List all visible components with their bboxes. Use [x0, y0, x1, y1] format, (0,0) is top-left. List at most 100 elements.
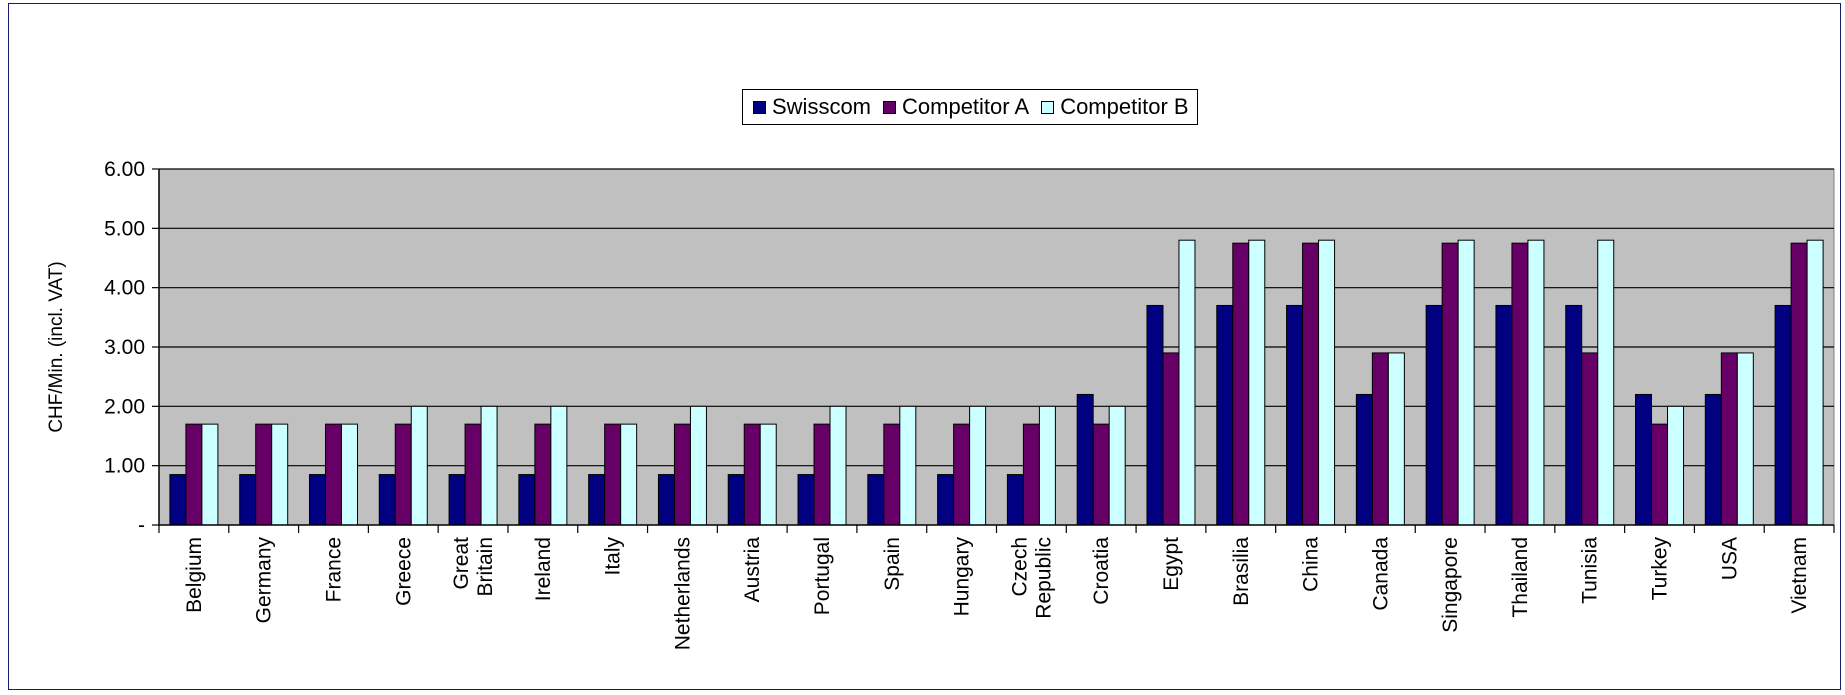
- x-category-label-netherlands: Netherlands: [671, 537, 694, 650]
- bar-swisscom-vietnam: [1774, 304, 1792, 526]
- x-category-label-portugal: Portugal: [811, 537, 834, 615]
- legend-label-competitor-a: Competitor A: [902, 94, 1030, 119]
- bar-competitor-b-portugal: [829, 405, 847, 526]
- bar-competitor-a-usa: [1720, 352, 1738, 526]
- bar-competitor-b-spain: [899, 405, 917, 526]
- x-category-label-canada: Canada: [1369, 537, 1392, 611]
- bar-competitor-a-brasilia: [1232, 242, 1250, 526]
- y-tick-label: 5.00: [104, 217, 145, 240]
- y-tick-label: 1.00: [104, 455, 145, 478]
- x-category-label-france: France: [322, 537, 345, 602]
- bar-competitor-a-great-britain: [464, 423, 482, 526]
- bar-competitor-a-italy: [604, 423, 622, 526]
- bar-swisscom-italy: [588, 474, 606, 526]
- bar-competitor-a-canada: [1371, 352, 1389, 526]
- bar-competitor-a-thailand: [1511, 242, 1529, 526]
- bar-competitor-b-greece: [410, 405, 428, 526]
- x-category-label-tunisia: Tunisia: [1579, 537, 1602, 604]
- bar-competitor-b-great-britain: [480, 405, 498, 526]
- x-category-label-czech-republic: Republic: [1032, 537, 1055, 619]
- x-category-label-great-britain: Great: [450, 537, 473, 590]
- x-category-label-vietnam: Vietnam: [1788, 537, 1811, 614]
- y-tick-label: 4.00: [104, 277, 145, 300]
- bar-competitor-a-belgium: [185, 423, 203, 526]
- legend: Swisscom Competitor A Competitor B: [742, 89, 1198, 125]
- y-tick-labels: - 1.00 2.00 3.00 4.00 5.00 6.00: [104, 158, 145, 537]
- bar-swisscom-belgium: [169, 474, 187, 526]
- bar-competitor-b-netherlands: [689, 405, 707, 526]
- bar-swisscom-singapore: [1425, 304, 1443, 526]
- bar-competitor-a-china: [1302, 242, 1320, 526]
- bar-competitor-a-croatia: [1092, 423, 1110, 526]
- x-category-labels: Belgium Germany France Greece Great Britain Ir…: [183, 537, 1811, 651]
- bar-competitor-b-singapore: [1457, 239, 1475, 526]
- bar-swisscom-netherlands: [657, 474, 675, 526]
- x-category-label-turkey: Turkey: [1649, 537, 1672, 601]
- y-tick-label: -: [138, 514, 145, 537]
- x-category-label-egypt: Egypt: [1160, 537, 1183, 591]
- x-category-label-brasilia: Brasilia: [1230, 537, 1253, 606]
- bar-competitor-b-belgium: [201, 423, 219, 526]
- y-tick-label: 2.00: [104, 395, 145, 418]
- bar-competitor-b-vietnam: [1806, 239, 1824, 526]
- x-category-label-usa: USA: [1718, 537, 1741, 580]
- x-category-label-china: China: [1300, 537, 1323, 592]
- x-category-label-great-britain: Britain: [474, 537, 497, 597]
- legend-swatch-swisscom: [753, 100, 766, 114]
- bar-competitor-b-tunisia: [1597, 239, 1615, 526]
- legend-label-swisscom: Swisscom: [772, 94, 872, 119]
- y-tick-label: 6.00: [104, 158, 145, 181]
- bar-competitor-b-germany: [271, 423, 289, 526]
- bar-swisscom-czech-republic: [1006, 474, 1024, 526]
- x-category-label-italy: Italy: [602, 537, 625, 576]
- bar-competitor-a-germany: [255, 423, 273, 526]
- x-category-label-austria: Austria: [741, 537, 764, 603]
- bar-swisscom-ireland: [518, 474, 536, 526]
- x-category-label-croatia: Croatia: [1090, 537, 1113, 605]
- bar-swisscom-canada: [1355, 393, 1373, 526]
- bar-competitor-a-france: [324, 423, 342, 526]
- bar-swisscom-greece: [378, 474, 396, 526]
- y-axis-title: CHF/Min. (incl. VAT): [46, 261, 67, 432]
- bar-competitor-b-austria: [759, 423, 777, 526]
- bar-swisscom-turkey: [1635, 393, 1653, 526]
- bar-swisscom-austria: [727, 474, 745, 526]
- x-category-label-greece: Greece: [392, 537, 415, 606]
- bar-swisscom-china: [1286, 304, 1304, 526]
- bar-swisscom-egypt: [1146, 304, 1164, 526]
- bar-competitor-b-czech-republic: [1038, 405, 1056, 526]
- bar-swisscom-france: [308, 474, 326, 526]
- bar-swisscom-germany: [239, 474, 257, 526]
- bar-competitor-a-hungary: [953, 423, 971, 526]
- bar-swisscom-portugal: [797, 474, 815, 526]
- x-category-label-czech-republic: Czech: [1008, 537, 1031, 597]
- bar-swisscom-great-britain: [448, 474, 466, 526]
- bar-competitor-b-china: [1318, 239, 1336, 526]
- bar-competitor-a-egypt: [1162, 352, 1180, 526]
- bar-competitor-b-usa: [1736, 352, 1754, 526]
- legend-swatch-competitor-b: [1041, 100, 1055, 114]
- bar-competitor-a-netherlands: [673, 423, 691, 526]
- x-category-label-ireland: Ireland: [532, 537, 555, 601]
- y-tick-label: 3.00: [104, 336, 145, 359]
- x-category-label-hungary: Hungary: [951, 537, 974, 617]
- bar-competitor-b-egypt: [1178, 239, 1196, 526]
- bar-swisscom-brasilia: [1216, 304, 1234, 526]
- legend-item-swisscom: Swisscom: [753, 94, 871, 120]
- x-category-label-germany: Germany: [253, 537, 276, 624]
- x-category-label-singapore: Singapore: [1439, 537, 1462, 633]
- bar-swisscom-hungary: [937, 474, 955, 526]
- bar-swisscom-tunisia: [1565, 304, 1583, 526]
- bar-competitor-b-canada: [1387, 352, 1405, 526]
- legend-item-competitor-b: Competitor B: [1041, 94, 1189, 120]
- bars: [169, 239, 1824, 526]
- legend-item-competitor-a: Competitor A: [883, 94, 1029, 120]
- bar-competitor-b-ireland: [550, 405, 568, 526]
- gridlines: [152, 168, 1834, 526]
- legend-swatch-competitor-a: [883, 100, 897, 114]
- bar-swisscom-croatia: [1076, 393, 1094, 526]
- bar-swisscom-usa: [1704, 393, 1722, 526]
- bar-swisscom-thailand: [1495, 304, 1513, 526]
- bar-competitor-b-thailand: [1527, 239, 1545, 526]
